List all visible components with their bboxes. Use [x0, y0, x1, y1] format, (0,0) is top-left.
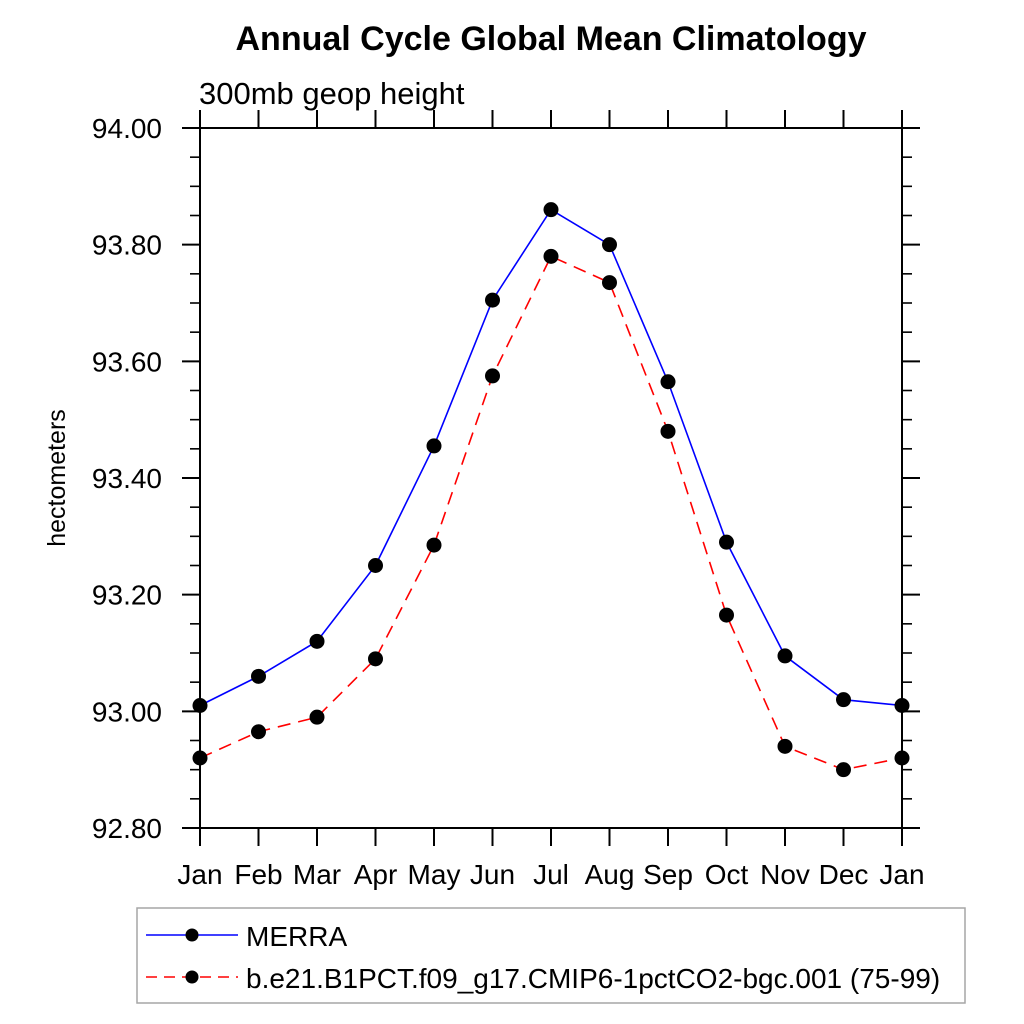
data-point-marker — [309, 709, 325, 725]
y-tick-label: 93.80 — [92, 230, 162, 261]
data-point-marker — [719, 607, 734, 623]
data-point-marker — [660, 423, 676, 439]
chart-title: Annual Cycle Global Mean Climatology — [236, 20, 867, 58]
data-point-marker — [602, 275, 617, 291]
data-point-marker — [251, 724, 266, 740]
x-tick-label: Feb — [234, 859, 282, 890]
data-point-marker — [543, 202, 559, 218]
series-layer — [192, 202, 910, 778]
data-point-marker — [777, 648, 793, 664]
series-line-model — [199, 255, 903, 771]
data-point-marker — [485, 292, 500, 308]
data-point-marker — [777, 738, 793, 754]
y-tick-label: 93.40 — [92, 463, 162, 494]
data-point-marker — [368, 651, 383, 667]
data-point-marker — [192, 698, 208, 713]
x-tick-label: Jan — [879, 859, 924, 890]
x-tick-label: Dec — [819, 859, 869, 890]
x-tick-label: Nov — [760, 859, 810, 890]
data-point-marker — [485, 368, 500, 384]
y-tick-label: 94.00 — [92, 113, 162, 144]
data-point-marker — [543, 248, 559, 264]
x-tick-label: Oct — [705, 859, 749, 890]
legend-layer: MERRA b.e21.B1PCT.f09_g17.CMIP6-1pctCO2-b… — [136, 907, 966, 1004]
y-tick-label: 93.00 — [92, 696, 162, 727]
x-tick-label: Jul — [533, 859, 569, 890]
x-tick-label: Apr — [354, 859, 398, 890]
y-tick-label: 92.80 — [92, 813, 162, 844]
series-line-merra — [199, 208, 903, 707]
x-tick-label: Mar — [293, 859, 341, 890]
y-tick-label: 93.60 — [92, 346, 162, 377]
plot-frame-layer — [199, 127, 903, 829]
data-point-marker — [836, 692, 851, 708]
x-tick-label: Sep — [643, 859, 693, 890]
y-axis-title: hectometers — [43, 409, 71, 547]
x-tick-label: Aug — [585, 859, 635, 890]
data-point-marker — [836, 762, 851, 778]
legend-label: b.e21.B1PCT.f09_g17.CMIP6-1pctCO2-bgc.00… — [246, 963, 940, 994]
legend-box — [136, 907, 966, 1004]
data-point-marker — [426, 438, 442, 454]
x-tick-label: Jan — [177, 859, 222, 890]
data-point-marker — [192, 750, 208, 766]
data-point-marker — [368, 558, 383, 573]
legend-marker — [185, 970, 199, 984]
data-point-marker — [660, 374, 676, 390]
data-point-marker — [251, 668, 266, 684]
y-tick-label: 93.20 — [92, 580, 162, 611]
axis-ticks-layer: 92.80 93.00 93.20 93.40 93.60 93.80 94.00 Jan Fe… — [92, 110, 925, 890]
data-point-marker — [894, 750, 910, 766]
data-point-marker — [894, 698, 910, 713]
data-point-marker — [719, 534, 734, 550]
legend-marker — [185, 928, 199, 942]
data-point-marker — [602, 237, 617, 253]
x-tick-label: May — [408, 859, 461, 890]
chart-subtitle: 300mb geop height — [199, 76, 465, 111]
plot-frame — [199, 127, 903, 829]
x-tick-label: Jun — [470, 859, 515, 890]
data-point-marker — [309, 633, 325, 649]
data-point-marker — [426, 537, 442, 553]
legend-label: MERRA — [246, 921, 347, 952]
